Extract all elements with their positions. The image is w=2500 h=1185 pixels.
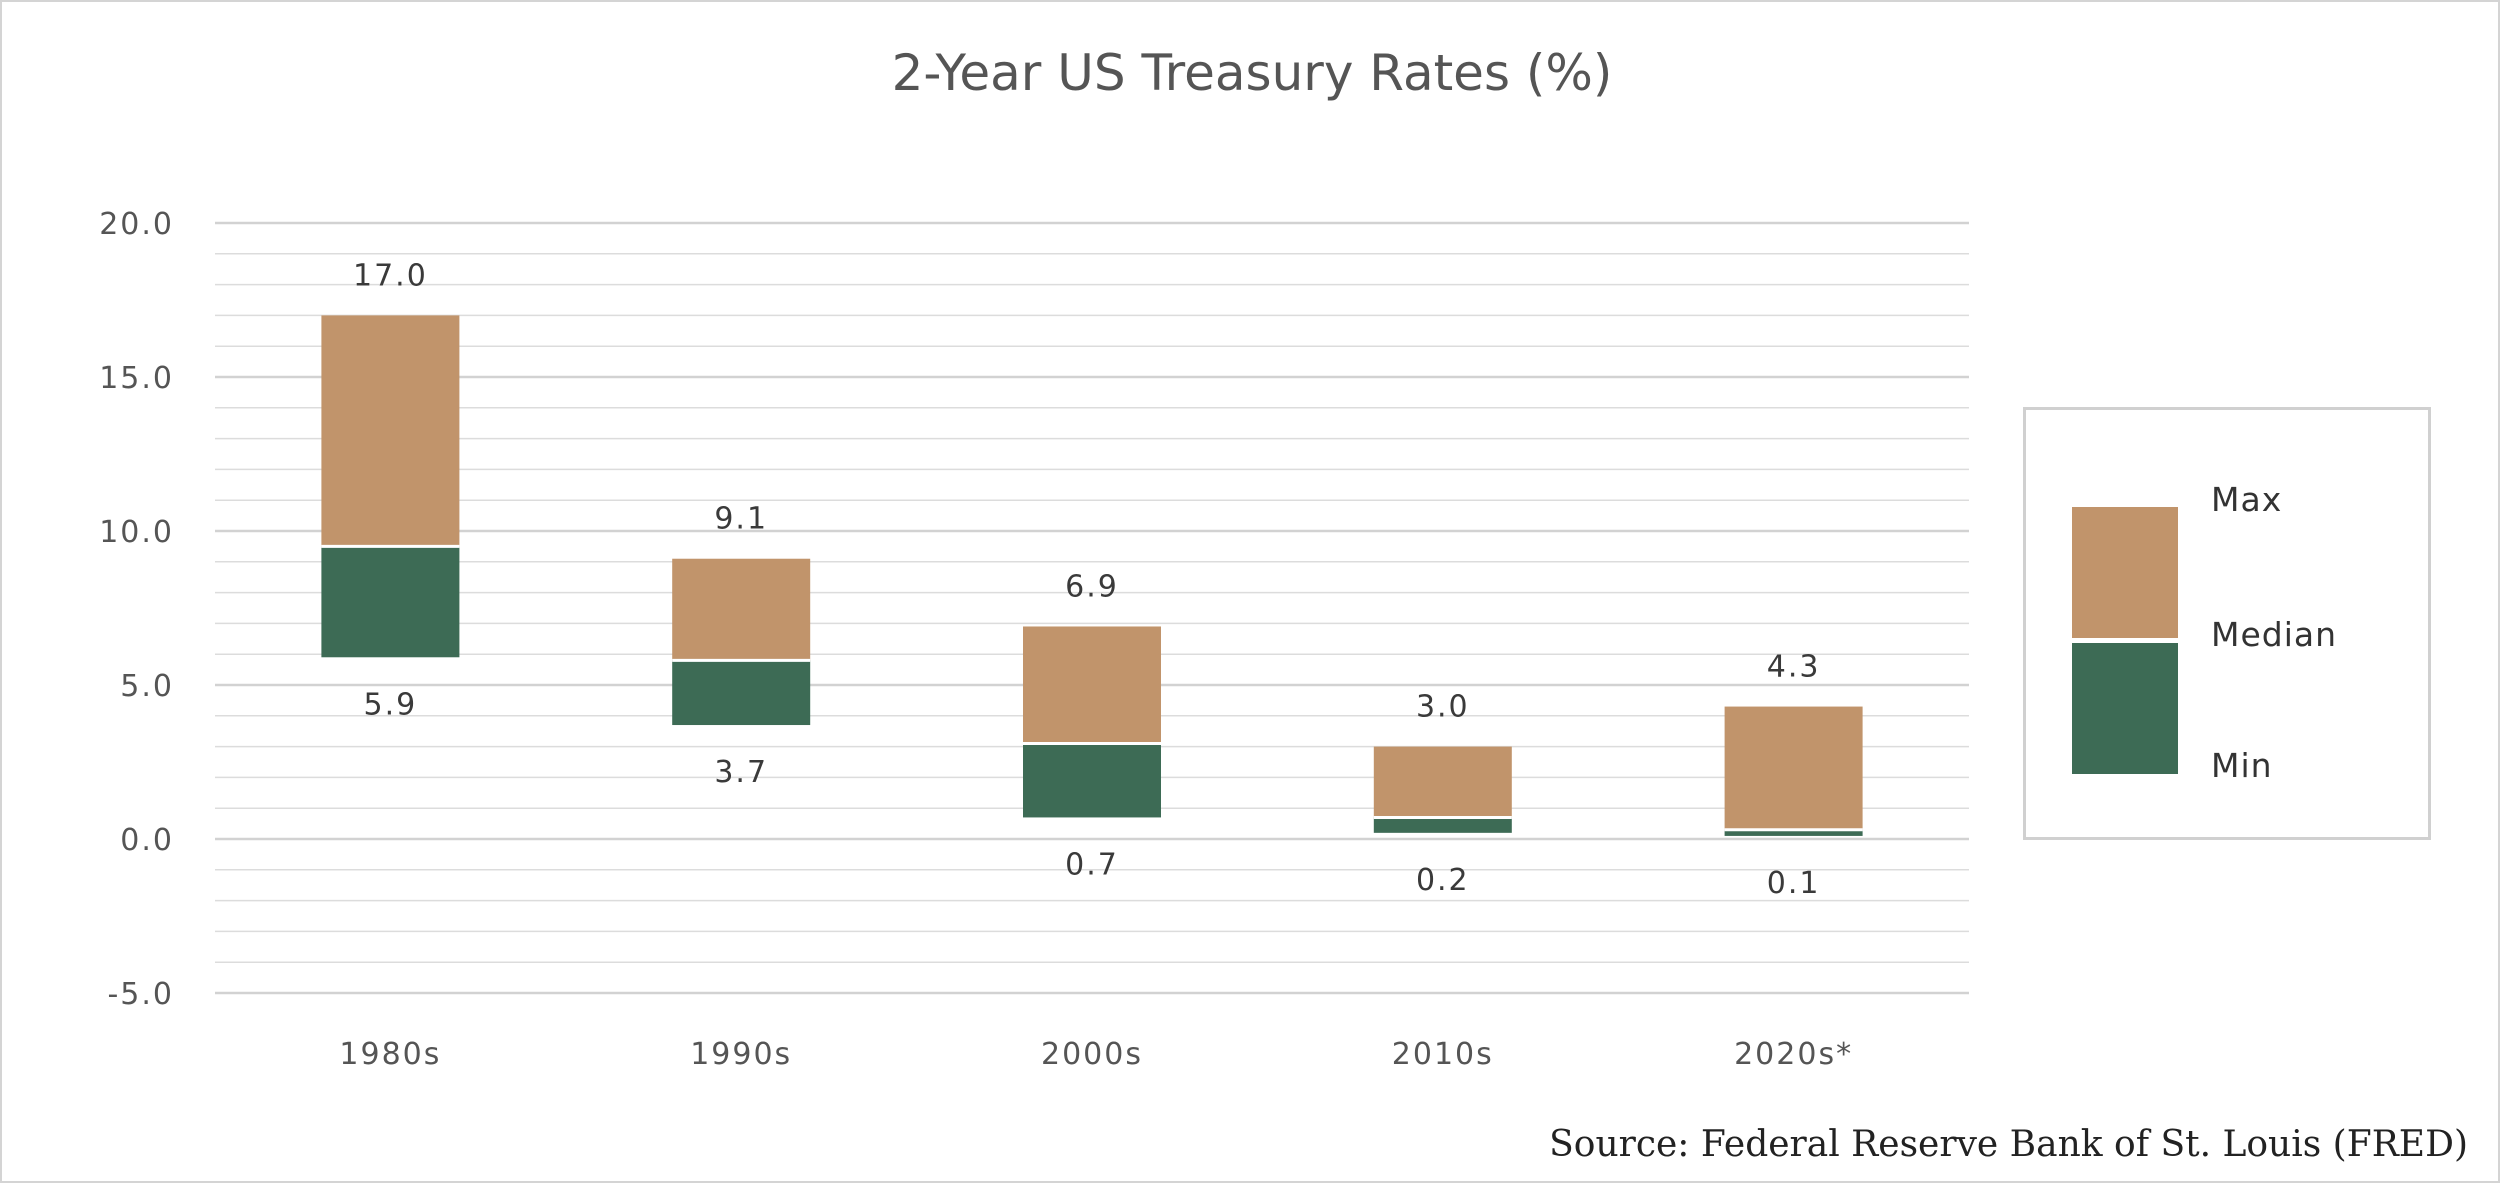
max-label-2000s: 6.9 [1065,569,1119,604]
min-label-2000s: 0.7 [1065,847,1119,882]
y-tick-label: 5.0 [120,669,174,704]
y-tick-label: 0.0 [120,823,174,858]
legend-label-max: Max [2211,480,2283,519]
max-label-2020s*: 4.3 [1767,650,1821,685]
y-tick-label: 10.0 [99,515,174,550]
chart-title: 2-Year US Treasury Rates (%) [891,44,1613,102]
y-tick-label: 20.0 [99,207,174,242]
y-tick-label: -5.0 [107,977,174,1012]
max-label-1990s: 9.1 [714,502,768,537]
min-label-1990s: 3.7 [714,755,768,790]
min-label-2020s*: 0.1 [1767,866,1821,901]
legend-label-median: Median [2211,615,2338,654]
bar-lower-1990s [672,660,811,726]
legend: Max Median Min [2023,407,2431,840]
bar-upper-2000s [1023,626,1161,744]
bar-upper-1980s [321,315,460,547]
bar-lower-2010s [1373,817,1512,833]
min-label-1980s: 5.9 [364,687,418,722]
y-tick-label: 15.0 [99,361,174,396]
x-tick-label: 2010s [1392,1037,1494,1072]
min-label-2010s: 0.2 [1416,863,1470,898]
legend-swatch-min [2072,643,2178,774]
source-note: Source: Federal Reserve Bank of St. Loui… [1549,1124,2468,1165]
legend-label-min: Min [2211,746,2273,785]
bar-lower-2020s* [1724,829,1863,836]
bar-upper-2020s* [1724,706,1863,830]
x-tick-label: 2020s* [1734,1037,1853,1072]
x-tick-label: 1980s [339,1037,441,1072]
bar-upper-1990s [672,558,811,661]
x-tick-label: 2000s [1041,1037,1143,1072]
bar-upper-2010s [1373,746,1512,818]
bar-lower-2000s [1023,743,1161,818]
legend-swatch-max [2072,507,2178,638]
max-label-1980s: 17.0 [353,258,428,293]
x-tick-label: 1990s [690,1037,792,1072]
max-label-2010s: 3.0 [1416,690,1470,725]
bar-lower-1980s [321,546,460,658]
